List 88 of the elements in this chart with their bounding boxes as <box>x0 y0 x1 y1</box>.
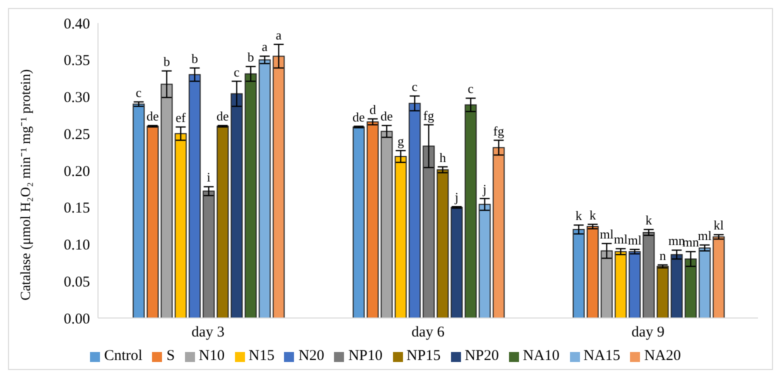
bar <box>394 156 407 318</box>
legend-label: NP15 <box>406 348 441 364</box>
data-label: ml <box>698 228 712 243</box>
bar <box>352 126 365 318</box>
data-label: de <box>146 108 160 124</box>
bar <box>492 147 505 318</box>
data-label: j <box>482 182 487 197</box>
data-label: ml <box>614 232 628 247</box>
bar <box>670 254 683 318</box>
data-label: b <box>247 50 254 65</box>
data-label: k <box>645 212 652 228</box>
y-tick-label: 0.00 <box>64 311 90 328</box>
legend-label: NP10 <box>348 348 382 364</box>
bar <box>436 169 449 318</box>
bar <box>230 93 243 318</box>
data-label: k <box>589 207 596 222</box>
bar <box>712 236 725 318</box>
legend-label: Cntrol <box>104 348 142 364</box>
data-label: g <box>397 134 404 149</box>
data-label: c <box>234 64 240 80</box>
bar <box>174 133 187 318</box>
bar <box>272 56 285 318</box>
data-label: ef <box>176 110 186 125</box>
data-label: fg <box>423 108 435 123</box>
data-label: d <box>369 102 376 117</box>
data-label: a <box>262 39 268 54</box>
legend-label: NP20 <box>464 348 499 364</box>
bar <box>586 226 599 318</box>
legend-label: N20 <box>298 348 324 364</box>
bar <box>160 84 173 318</box>
data-label: b <box>163 54 170 69</box>
bar <box>698 247 711 318</box>
data-label: c <box>412 79 418 94</box>
legend-label: NA15 <box>584 348 620 364</box>
bar <box>628 251 641 318</box>
bar <box>684 258 697 318</box>
data-label: de <box>216 108 230 124</box>
legend-label: N10 <box>198 348 225 364</box>
bar <box>478 204 491 318</box>
bar <box>146 126 159 318</box>
y-tick-label: 0.05 <box>64 274 90 290</box>
data-label: a <box>276 27 282 42</box>
bar <box>366 121 379 318</box>
data-label: c <box>468 81 474 96</box>
bar <box>244 73 257 318</box>
data-label: kl <box>714 218 724 233</box>
legend-label: NA20 <box>644 348 681 364</box>
legend-label: N15 <box>248 348 274 364</box>
x-tick-label: day 3 <box>192 324 224 341</box>
data-label: de <box>352 109 366 124</box>
y-tick-label: 0.20 <box>64 164 90 180</box>
data-label: ml <box>600 226 614 242</box>
bar <box>642 232 655 318</box>
data-label: i <box>206 170 211 185</box>
bar <box>464 104 477 318</box>
y-tick-label: 0.30 <box>64 90 90 106</box>
data-label: h <box>439 150 446 165</box>
bar <box>132 104 145 318</box>
bar <box>656 266 669 318</box>
bar <box>188 74 201 318</box>
data-label: n <box>659 248 666 263</box>
bar <box>450 206 463 318</box>
y-tick-label: 0.35 <box>64 53 90 70</box>
y-tick-label: 0.25 <box>64 126 90 143</box>
data-label: b <box>191 50 198 66</box>
legend-label: NA10 <box>522 348 560 364</box>
bar <box>258 59 271 318</box>
data-label: ml <box>628 232 642 248</box>
bar <box>572 229 585 318</box>
bar <box>202 190 215 318</box>
x-tick-label: day 6 <box>412 324 445 341</box>
data-label: k <box>575 208 582 224</box>
data-label: de <box>380 108 394 124</box>
bar <box>216 126 229 318</box>
y-tick-label: 0.10 <box>64 238 90 254</box>
bar <box>422 146 435 318</box>
legend-label: S <box>166 348 175 364</box>
data-label: j <box>454 190 459 205</box>
data-label: fg <box>493 123 505 138</box>
y-tick-label: 0.15 <box>64 200 90 217</box>
bar <box>600 250 613 318</box>
data-label: c <box>136 84 142 100</box>
x-tick-label: day 9 <box>632 324 664 341</box>
bar <box>408 102 421 318</box>
bar <box>614 251 627 318</box>
y-axis-title: Catalase (μmol H₂O₂ min⁻¹ mg⁻¹ protein) <box>18 68 34 300</box>
bar <box>380 130 393 318</box>
y-tick-label: 0.40 <box>64 16 90 32</box>
